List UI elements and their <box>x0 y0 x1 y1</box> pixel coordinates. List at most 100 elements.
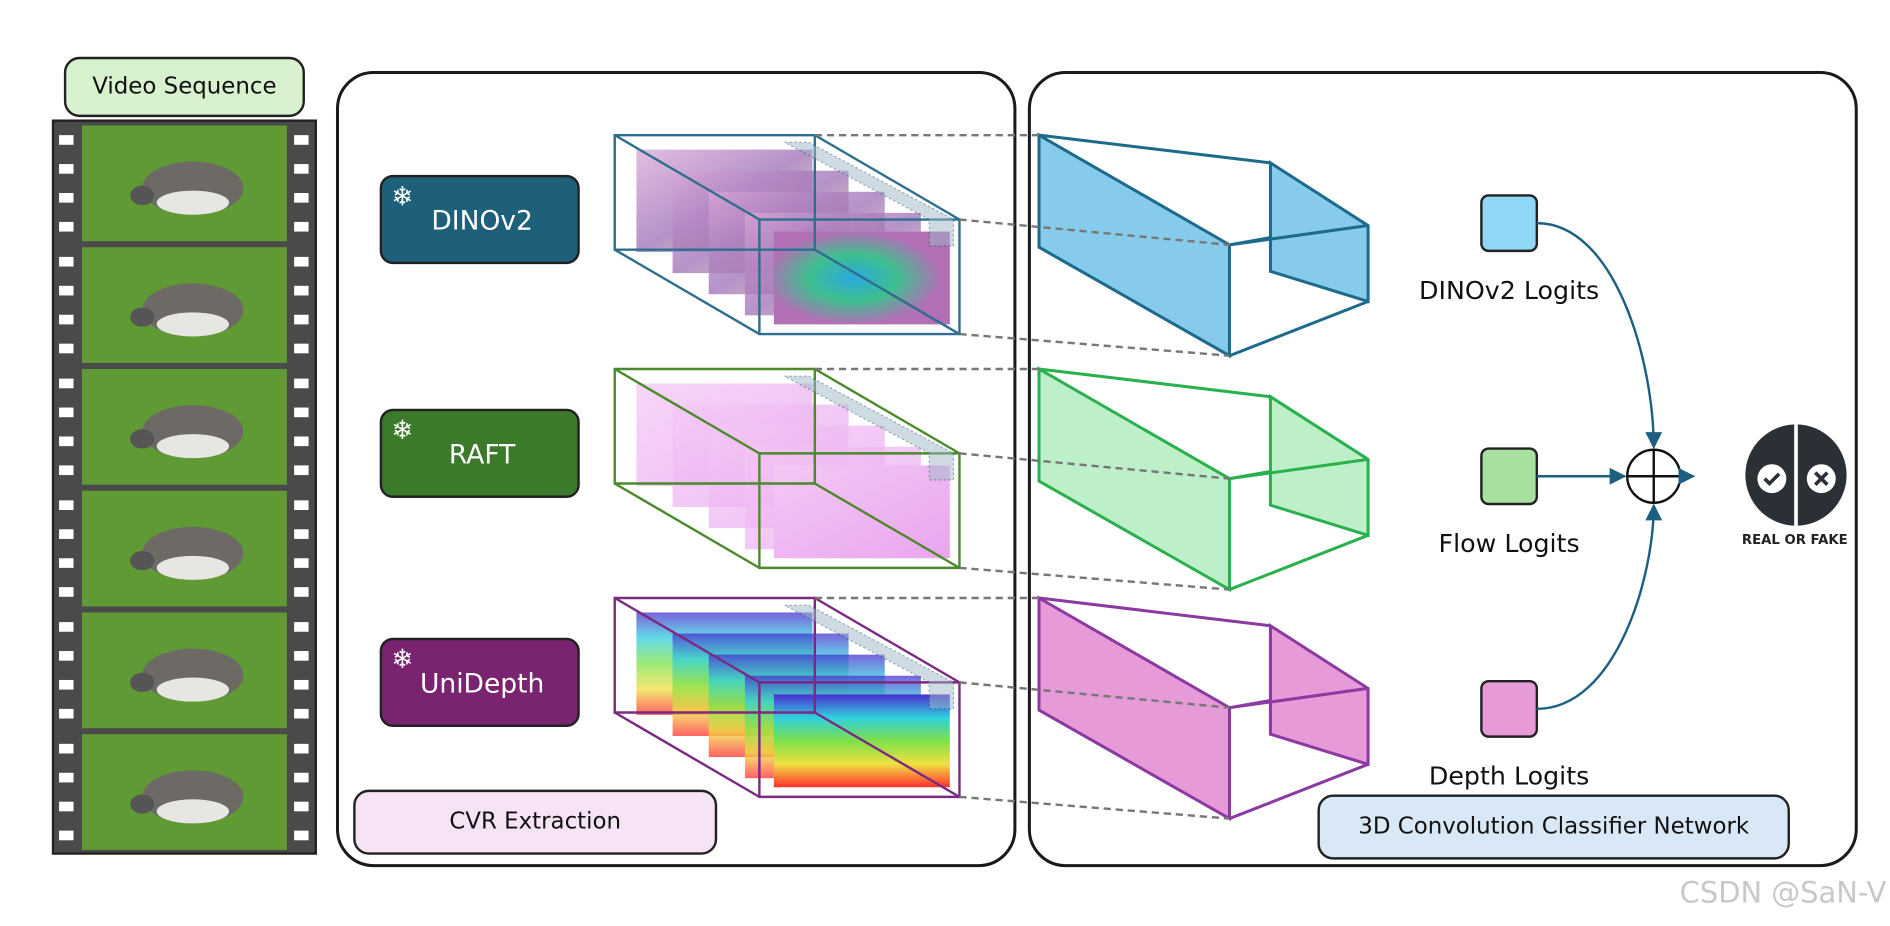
sprocket <box>59 378 74 389</box>
sprocket <box>59 314 74 325</box>
goose-belly <box>156 434 230 459</box>
classifier-panel <box>1027 70 1858 868</box>
sprocket <box>59 135 74 145</box>
logit-square <box>1480 194 1539 253</box>
goose-head <box>130 794 155 814</box>
sprocket <box>294 558 309 568</box>
sprocket <box>294 378 309 389</box>
prism-edges <box>1038 596 1369 820</box>
cross-mark <box>1813 471 1829 486</box>
sprocket <box>294 679 309 690</box>
goose-head <box>130 307 155 327</box>
sprocket <box>59 587 74 597</box>
prism-left <box>1037 366 1231 593</box>
sum-symbol <box>1627 449 1681 503</box>
sprocket <box>294 343 309 354</box>
projection-lines <box>814 367 1230 591</box>
snowflake: ❄ <box>391 644 413 675</box>
sprocket <box>294 743 309 754</box>
goose-belly <box>156 799 230 824</box>
sprocket <box>294 407 309 418</box>
extractor-label: UniDepth <box>420 668 544 699</box>
sprocket <box>59 679 74 690</box>
check-mark <box>1763 472 1781 487</box>
sprocket <box>294 708 309 719</box>
sprocket <box>59 772 74 783</box>
snowflake: ❄ <box>391 415 413 446</box>
sprocket <box>59 743 74 754</box>
goose-belly <box>156 190 230 215</box>
extraction-label: CVR Extraction <box>449 809 621 835</box>
extraction-label-box <box>353 789 718 855</box>
logit-label: DINOv2 Logits <box>1419 276 1599 305</box>
classifier-label-box <box>1317 794 1790 860</box>
sprocket <box>294 285 309 296</box>
logit-square <box>1480 447 1539 506</box>
sprocket <box>294 801 309 812</box>
extractor-label: DINOv2 <box>431 205 532 236</box>
sprocket <box>294 529 309 539</box>
sprocket <box>59 343 74 354</box>
sprocket <box>59 500 74 511</box>
fusion-arrow <box>1536 503 1663 711</box>
goose-head <box>130 672 155 693</box>
goose-head <box>130 429 155 449</box>
fusion-arrow <box>1536 221 1663 450</box>
goose-belly <box>156 555 230 580</box>
sprocket <box>294 651 309 661</box>
sprocket <box>294 500 309 511</box>
video-title: Video Sequence <box>92 73 276 99</box>
sprocket <box>59 164 74 174</box>
logit-label: Flow Logits <box>1439 529 1580 558</box>
goose-head <box>130 550 155 571</box>
logit-label: Depth Logits <box>1429 762 1589 791</box>
extractor-box <box>379 174 580 265</box>
goose-belly <box>156 677 230 702</box>
prism-left <box>1037 132 1231 359</box>
classifier-label: 3D Convolution Classifier Network <box>1358 814 1750 840</box>
sprocket <box>294 436 309 447</box>
sprocket <box>59 708 74 719</box>
sprocket <box>294 164 309 174</box>
snowflake: ❄ <box>391 181 413 212</box>
sprocket <box>59 801 74 812</box>
sprocket <box>294 587 309 597</box>
extractor-box <box>379 408 580 498</box>
prism-left <box>1037 595 1231 822</box>
sprocket <box>59 436 74 447</box>
film-strip <box>51 119 318 855</box>
extractor-label: RAFT <box>449 439 516 470</box>
kernel-box <box>784 141 955 247</box>
output-label: REAL OR FAKE <box>1742 533 1848 548</box>
film-frames <box>59 125 309 850</box>
projection-lines <box>814 596 1230 820</box>
sprocket <box>59 651 74 661</box>
sprocket <box>294 193 309 203</box>
watermark: CSDN @SaN-V <box>1680 876 1887 910</box>
sprocket <box>59 622 74 632</box>
kernel-box <box>784 375 955 481</box>
kernel-box <box>784 604 955 710</box>
goose-belly <box>156 312 230 337</box>
sprocket <box>59 221 74 232</box>
projection-lines <box>814 133 1230 357</box>
sprocket <box>294 830 309 841</box>
goose-head <box>130 185 155 206</box>
sprocket <box>59 407 74 418</box>
sprocket <box>294 314 309 325</box>
sprocket <box>294 221 309 232</box>
logit-square <box>1480 679 1539 738</box>
extractor-box <box>379 637 580 727</box>
sprocket <box>59 193 74 203</box>
sprocket <box>59 285 74 296</box>
sprocket <box>294 135 309 145</box>
sprocket <box>59 830 74 841</box>
prism-edges <box>1038 367 1369 591</box>
prism-edges <box>1038 133 1369 358</box>
video-title-box <box>63 56 305 118</box>
extraction-panel <box>335 70 1017 868</box>
sprocket <box>294 465 309 476</box>
sprocket <box>59 465 74 476</box>
